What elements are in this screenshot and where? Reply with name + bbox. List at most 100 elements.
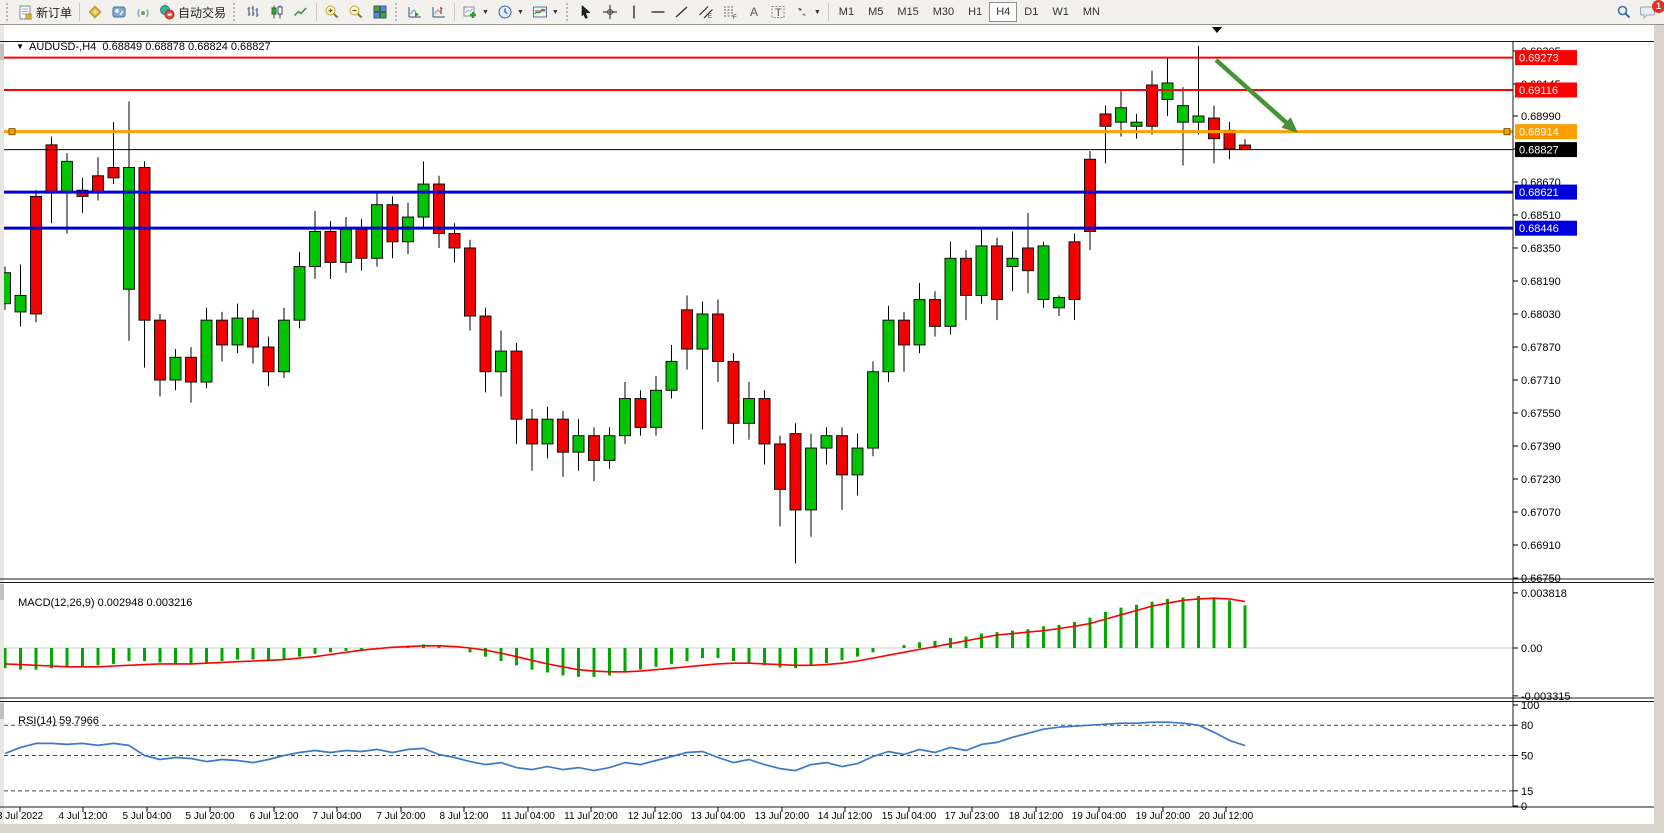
cursor-button[interactable] bbox=[574, 2, 598, 23]
rsi-tick-label: 0 bbox=[1521, 801, 1527, 813]
horizontal-line-button[interactable] bbox=[646, 2, 670, 23]
right-edge-strip bbox=[1654, 25, 1664, 833]
timeframe-h4[interactable]: H4 bbox=[989, 2, 1018, 22]
arrows-icon bbox=[797, 8, 806, 16]
candlestick-chart-button[interactable] bbox=[265, 2, 289, 23]
level-handle[interactable] bbox=[8, 128, 16, 136]
price-tick-label: 0.67550 bbox=[1521, 408, 1561, 420]
chart-ohlc-values: 0.68849 0.68878 0.68824 0.68827 bbox=[102, 41, 271, 53]
zoom-out-button[interactable] bbox=[344, 2, 368, 23]
zoom-in-button[interactable] bbox=[320, 2, 344, 23]
autotrading-button[interactable]: 自动交易 bbox=[155, 2, 230, 23]
candle-bear bbox=[634, 398, 647, 428]
candle-bear bbox=[262, 346, 275, 373]
chart-background bbox=[0, 25, 1664, 833]
price-tick-label: 0.66750 bbox=[1521, 573, 1561, 585]
trendline-button[interactable] bbox=[670, 2, 694, 23]
text-label-button[interactable]: T bbox=[766, 2, 790, 23]
date-label: 19 Jul 04:00 bbox=[1072, 811, 1127, 822]
timeframe-d1[interactable]: D1 bbox=[1017, 2, 1045, 22]
candle-bull bbox=[603, 435, 616, 461]
periodicity-button[interactable]: ▼ bbox=[493, 2, 528, 23]
search-button[interactable] bbox=[1612, 2, 1636, 23]
notifications-button[interactable]: 1 bbox=[1636, 0, 1664, 23]
toolbar-separator bbox=[827, 3, 829, 21]
candle-bear bbox=[448, 233, 461, 249]
date-label: 5 Jul 20:00 bbox=[186, 811, 235, 822]
cursor-icon bbox=[581, 4, 591, 19]
new-order-button[interactable]: 新订单 bbox=[14, 2, 76, 23]
candle-bull bbox=[340, 228, 352, 263]
clock-icon bbox=[498, 5, 512, 19]
timeframe-m5[interactable]: M5 bbox=[861, 2, 890, 22]
candle-bull bbox=[61, 160, 73, 193]
candle-bear bbox=[1099, 113, 1112, 127]
line-chart-button[interactable] bbox=[289, 2, 313, 23]
tile-windows-button[interactable] bbox=[368, 2, 392, 23]
equidistant-channel-button[interactable]: E bbox=[694, 2, 718, 23]
chart-collapse-icon[interactable]: ▼ bbox=[16, 42, 25, 51]
text-button[interactable]: A bbox=[742, 2, 766, 23]
timeframe-h1[interactable]: H1 bbox=[961, 2, 989, 22]
price-badge-label: 0.68446 bbox=[1519, 223, 1559, 235]
crosshair-button[interactable] bbox=[598, 2, 622, 23]
candle-bear bbox=[1208, 117, 1220, 140]
candle-bull bbox=[371, 204, 383, 259]
candle-bear bbox=[30, 195, 42, 315]
rsi-tick-label: 100 bbox=[1521, 700, 1539, 712]
date-label: 4 Jul 12:00 bbox=[59, 811, 108, 822]
candle-bull bbox=[851, 447, 864, 476]
crosshair-icon bbox=[602, 5, 617, 19]
dropdown-caret-icon: ▼ bbox=[482, 8, 489, 16]
timeframe-w1[interactable]: W1 bbox=[1045, 2, 1076, 22]
indicators-list-icon bbox=[532, 6, 547, 18]
fibonacci-button[interactable]: F bbox=[718, 2, 742, 23]
toolbar-grip[interactable] bbox=[395, 3, 400, 21]
candle-bull bbox=[805, 447, 817, 511]
rsi-line bbox=[4, 721, 1246, 772]
toolbar-separator bbox=[316, 3, 318, 21]
timeframe-mn[interactable]: MN bbox=[1076, 2, 1107, 22]
timeframe-m1[interactable]: M1 bbox=[832, 2, 861, 22]
dropdown-caret-icon: ▼ bbox=[551, 8, 559, 16]
bar-chart-button[interactable] bbox=[241, 2, 265, 23]
toolbar-grip[interactable] bbox=[6, 3, 11, 21]
trend-arrow-line[interactable] bbox=[1214, 58, 1291, 127]
new-chart-button[interactable]: ▼ bbox=[458, 2, 493, 23]
candle-bear bbox=[433, 183, 445, 235]
horizontal-line-icon bbox=[651, 11, 665, 13]
candle-bear bbox=[479, 315, 492, 373]
timeframe-m30[interactable]: M30 bbox=[926, 2, 961, 22]
left-edge-strip bbox=[0, 25, 4, 824]
price-tick-label: 0.66910 bbox=[1521, 540, 1561, 552]
candle-bear bbox=[355, 228, 368, 259]
dropdown-caret-icon: ▼ bbox=[516, 8, 524, 16]
signals-button[interactable] bbox=[131, 2, 155, 23]
level-handle[interactable] bbox=[1503, 128, 1511, 136]
chart-shift-button[interactable] bbox=[427, 2, 451, 23]
date-label: 15 Jul 04:00 bbox=[882, 811, 937, 822]
candle-bear bbox=[681, 309, 693, 350]
trend-arrow-head[interactable] bbox=[1281, 117, 1298, 133]
toolbar-grip[interactable] bbox=[565, 3, 571, 21]
candle-bull bbox=[913, 299, 926, 346]
candle-bull bbox=[169, 356, 182, 381]
rsi-panel-label: RSI(14) 59.7966 bbox=[12, 703, 99, 727]
candle-bear bbox=[138, 167, 151, 321]
timeframe-m15[interactable]: M15 bbox=[890, 2, 925, 22]
market-watch-button[interactable] bbox=[83, 2, 107, 23]
candle-bull bbox=[200, 319, 213, 383]
vertical-line-button[interactable] bbox=[622, 2, 646, 23]
metaeditor-button[interactable] bbox=[107, 2, 131, 23]
price-tick-label: 0.67070 bbox=[1521, 507, 1561, 519]
text-label-icon: T bbox=[771, 6, 785, 19]
date-label: 6 Jul 12:00 bbox=[250, 811, 299, 822]
price-badge bbox=[1515, 82, 1577, 98]
metaeditor-icon bbox=[112, 6, 126, 18]
toolbar-grip[interactable] bbox=[233, 3, 238, 21]
indicators-list-button[interactable]: ▼ bbox=[528, 2, 563, 23]
candle-bull bbox=[0, 272, 11, 305]
auto-scroll-button[interactable] bbox=[403, 2, 427, 23]
candle-bear bbox=[836, 435, 848, 476]
arrows-button[interactable]: ▼ bbox=[790, 2, 825, 23]
